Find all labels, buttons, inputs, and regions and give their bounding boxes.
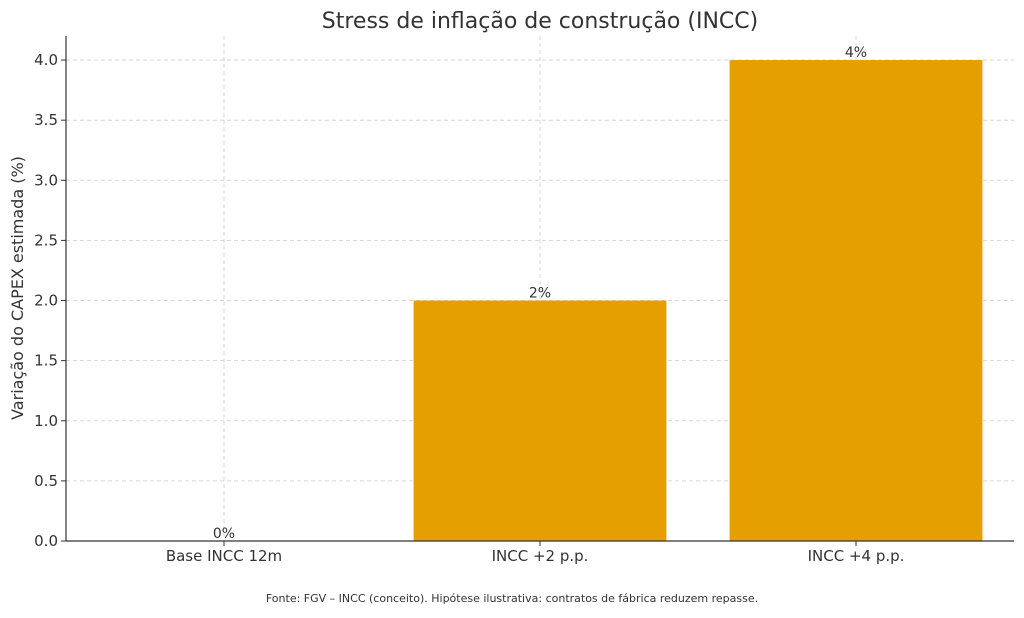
bar-1 [413, 300, 667, 541]
y-tick-label: 3.5 [34, 111, 58, 129]
bar-layer [413, 60, 983, 542]
x-tick-label: Base INCC 12m [166, 547, 282, 565]
y-tick-label: 4.0 [34, 51, 58, 69]
y-tick-label: 2.5 [34, 231, 58, 249]
y-axis-label: Variação do CAPEX estimada (%) [8, 156, 27, 420]
x-tick-layer: Base INCC 12m INCC +2 p.p. INCC +4 p.p. [166, 541, 905, 565]
bar-value-label: 0% [213, 526, 235, 542]
chart-footnote: Fonte: FGV – INCC (conceito). Hipótese i… [266, 592, 758, 605]
x-tick-label: INCC +4 p.p. [808, 547, 905, 565]
y-tick-layer: 0.0 0.5 1.0 1.5 2.0 2.5 3.0 3.5 4.0 [34, 51, 66, 550]
y-tick-label: 1.0 [34, 412, 58, 430]
y-tick-label: 0.5 [34, 472, 58, 490]
y-tick-label: 2.0 [34, 292, 58, 310]
bar-value-label: 2% [529, 286, 551, 302]
y-tick-label: 1.5 [34, 352, 58, 370]
chart-title: Stress de inflação de construção (INCC) [322, 9, 758, 34]
x-tick-label: INCC +2 p.p. [492, 547, 589, 565]
y-tick-label: 3.0 [34, 171, 58, 189]
bar-value-label: 4% [845, 45, 867, 61]
bar-2 [729, 60, 983, 542]
y-tick-label: 0.0 [34, 532, 58, 550]
data-label-layer: 0% 2% 4% [213, 45, 867, 542]
